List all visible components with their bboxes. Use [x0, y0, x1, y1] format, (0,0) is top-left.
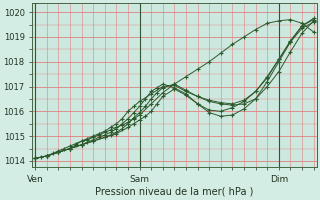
X-axis label: Pression niveau de la mer( hPa ): Pression niveau de la mer( hPa ) — [95, 187, 253, 197]
